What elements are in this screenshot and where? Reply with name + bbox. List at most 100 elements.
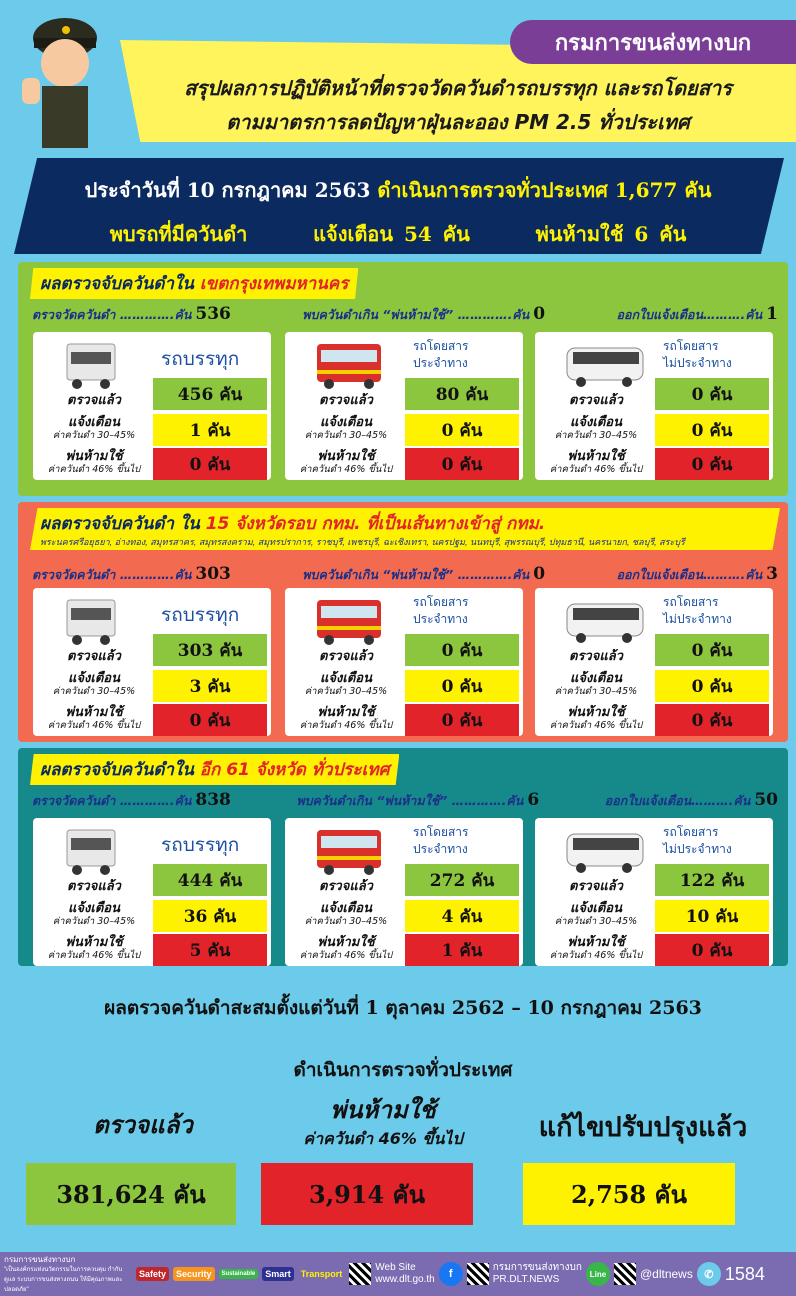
city-bus-icon — [317, 830, 381, 875]
vehicle-type-line1: รถโดยสาร — [413, 595, 469, 609]
ban-text: พ่นห้ามใช้ — [65, 935, 123, 950]
ban-count-text: พ่นห้ามใช้ 6 คัน — [535, 222, 687, 246]
notice-label: ออกใบแจ้งเตือน……….คัน — [616, 567, 763, 582]
organization-badge: กรมการขนส่งทางบก — [510, 20, 796, 64]
ban-range: ค่าควันดำ 46% ขึ้นไป — [549, 464, 643, 475]
vehicle-type-line1: รถโดยสาร — [413, 825, 469, 839]
truck-icon — [66, 829, 116, 875]
warn-label: แจ้งเตือน ค่าควันดำ 30–45% — [289, 416, 403, 442]
notice-count: 50 — [754, 790, 778, 810]
vehicle-type-line1: รถโดยสาร — [663, 595, 719, 609]
notice-summary: ออกใบแจ้งเตือน……….คัน 3 — [616, 564, 778, 585]
tag-safety: Safety — [136, 1267, 170, 1281]
warn-value: 4 คัน — [405, 900, 519, 932]
ban-range: ค่าควันดำ 46% ขึ้นไป — [299, 720, 393, 731]
cumulative-ban-value: 3,914 คัน — [261, 1163, 473, 1225]
warn-range: ค่าควันดำ 30–45% — [554, 686, 638, 697]
ban-label: พ่นห้ามใช้ ค่าควันดำ 46% ขึ้นไป — [289, 450, 403, 476]
warn-value: 3 คัน — [153, 670, 267, 702]
vehicle-card: รถโดยสาร ประจำทาง ตรวจแล้ว 80 คัน แจ้งเตื… — [285, 332, 523, 480]
phone-icon: ✆ — [696, 1262, 721, 1286]
over-count: 0 — [533, 304, 546, 324]
section-1: ผลตรวจจับควันดำใน เขตกรุงเทพมหานคร ตรวจว… — [18, 262, 788, 496]
vehicle-type: รถโดยสาร ประจำทาง — [413, 338, 469, 372]
warn-range: ค่าควันดำ 30–45% — [52, 916, 136, 927]
tag-smart: Smart — [262, 1267, 294, 1281]
footer-motto: "เป็นองค์กรแห่งนวัตกรรมในการควบคุม กำกับ… — [4, 1266, 123, 1293]
ban-value: 0 คัน — [153, 704, 267, 736]
ban-range: ค่าควันดำ 46% ขึ้นไป — [47, 720, 141, 731]
warn-text: แจ้งเตือน — [68, 671, 120, 686]
qr-code-icon — [349, 1263, 372, 1285]
section-title-region: 15 จังหวัดรอบ กทม. ที่เป็นเส้นทางเข้าสู่… — [205, 514, 546, 534]
truck-icon — [66, 599, 116, 645]
tag-sustainable: Sustainable — [218, 1269, 259, 1279]
warn-range: ค่าควันดำ 30–45% — [554, 430, 638, 441]
ban-text: พ่นห้ามใช้ — [317, 449, 375, 464]
facebook-page-link[interactable]: PR.DLT.NEWS — [492, 1274, 560, 1285]
measured-count: 303 — [195, 564, 231, 584]
measured-label: ตรวจวัดควันดำ ………….คัน — [32, 307, 192, 322]
over-count: 6 — [527, 790, 540, 810]
website-link[interactable]: www.dlt.go.th — [375, 1274, 435, 1285]
section-title: ผลตรวจจับควันดำ ใน 15 จังหวัดรอบ กทม. ที… — [30, 508, 780, 550]
warn-count-text: แจ้งเตือน 54 คัน — [313, 222, 470, 246]
facebook-icon[interactable]: f — [438, 1262, 463, 1286]
checked-label: ตรวจแล้ว — [67, 393, 121, 408]
vehicle-type-line1: รถโดยสาร — [663, 825, 719, 839]
notice-label: ออกใบแจ้งเตือน……….คัน — [604, 793, 751, 808]
ban-value: 0 คัน — [405, 704, 519, 736]
checked-label: ตรวจแล้ว — [67, 879, 121, 894]
notice-count: 1 — [766, 304, 778, 324]
measured-summary: ตรวจวัดควันดำ ………….คัน 536 — [32, 304, 231, 325]
ban-text: พ่นห้ามใช้ — [317, 705, 375, 720]
tag-security: Security — [173, 1267, 215, 1281]
warn-label: แจ้งเตือน ค่าควันดำ 30–45% — [289, 672, 403, 698]
warn-text: แจ้งเตือน — [570, 415, 622, 430]
section-title-prefix: ผลตรวจจับควันดำใน — [40, 274, 194, 294]
section-summary: ตรวจวัดควันดำ ………….คัน 838 พบควันดำเกิน “… — [32, 790, 778, 811]
cumulative-checked-label: ตรวจแล้ว — [93, 1111, 193, 1139]
vehicle-type: รถโดยสารประจำทาง — [413, 594, 469, 628]
warn-text: แจ้งเตือน — [570, 901, 622, 916]
warn-range: ค่าควันดำ 30–45% — [52, 430, 136, 441]
vehicle-type-line2: ประจำทาง — [413, 612, 468, 626]
ban-value: 1 คัน — [405, 934, 519, 966]
section-title: ผลตรวจจับควันดำใน เขตกรุงเทพมหานคร — [30, 268, 359, 299]
warn-range: ค่าควันดำ 30–45% — [52, 686, 136, 697]
checked-value: 122 คัน — [655, 864, 769, 896]
vehicle-type: รถบรรทุก — [161, 348, 240, 370]
ban-range: ค่าควันดำ 46% ขึ้นไป — [549, 720, 643, 731]
section-2: ผลตรวจจับควันดำ ใน 15 จังหวัดรอบ กทม. ที… — [18, 502, 788, 742]
over-label: พบควันดำเกิน “พ่นห้ามใช้” ………….คัน — [296, 793, 524, 808]
ban-range: ค่าควันดำ 46% ขึ้นไป — [299, 950, 393, 961]
checked-label: ตรวจแล้ว — [319, 879, 373, 894]
ban-label: พ่นห้ามใช้ ค่าควันดำ 46% ขึ้นไป — [37, 450, 151, 476]
over-count: 0 — [533, 564, 546, 584]
warn-text: แจ้งเตือน — [320, 901, 372, 916]
checked-label: ตรวจแล้ว — [67, 649, 121, 664]
ban-value: 0 คัน — [153, 448, 267, 480]
hotline-number[interactable]: 1584 — [724, 1263, 765, 1284]
checked-label: ตรวจแล้ว — [569, 879, 623, 894]
ban-range: ค่าควันดำ 46% ขึ้นไป — [47, 464, 141, 475]
vehicle-card: รถโดยสาร ประจำทาง ตรวจแล้ว 0 คัน แจ้งเตือ… — [285, 588, 523, 736]
notice-summary: ออกใบแจ้งเตือน……….คัน 50 — [605, 790, 778, 811]
line-id-link[interactable]: @dltnews — [639, 1267, 693, 1281]
vehicle-type: รถโดยสาร ไม่ประจำทาง — [663, 594, 732, 628]
section-title-prefix: ผลตรวจจับควันดำใน — [40, 760, 194, 780]
warn-value: 36 คัน — [153, 900, 267, 932]
ban-label: พ่นห้ามใช้ ค่าควันดำ 46% ขึ้นไป — [539, 936, 653, 962]
warn-range: ค่าควันดำ 30–45% — [304, 430, 388, 441]
section-summary: ตรวจวัดควันดำ ………….คัน 536 พบควันดำเกิน “… — [32, 304, 778, 325]
warn-label: แจ้งเตือน ค่าควันดำ 30–45% — [539, 672, 653, 698]
vehicle-type-line2: ไม่ประจำทาง — [663, 356, 732, 370]
warn-label: แจ้งเตือน ค่าควันดำ 30–45% — [37, 672, 151, 698]
line-icon[interactable]: Line — [585, 1262, 610, 1286]
warn-value: 0 คัน — [655, 670, 769, 702]
checked-value: 444 คัน — [153, 864, 267, 896]
checked-value: 0 คัน — [405, 634, 519, 666]
checked-value: 0 คัน — [655, 378, 769, 410]
notice-count: 3 — [766, 564, 778, 584]
main-subtitle: ตามมาตรการลดปัญหาฝุ่นละออง PM 2.5 ทั่วปร… — [226, 110, 690, 134]
